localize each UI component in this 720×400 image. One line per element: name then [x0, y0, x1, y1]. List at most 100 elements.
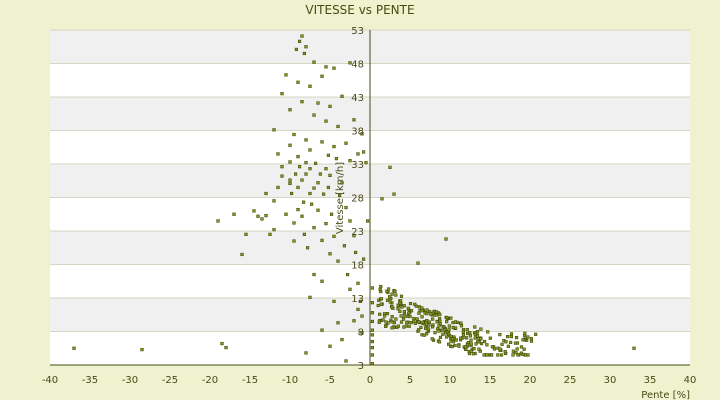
data-point	[451, 340, 455, 344]
data-point	[398, 301, 402, 305]
data-point	[453, 343, 457, 348]
data-point	[312, 226, 316, 230]
data-point	[454, 326, 458, 330]
data-point	[438, 312, 442, 316]
data-point	[289, 191, 294, 196]
data-point	[264, 213, 268, 218]
data-point	[370, 345, 375, 350]
data-point	[388, 165, 392, 169]
data-point	[296, 80, 300, 84]
data-point	[292, 132, 296, 137]
data-point	[479, 341, 484, 346]
data-point	[308, 295, 312, 299]
data-point	[305, 246, 310, 250]
data-point	[511, 353, 515, 357]
data-point	[472, 346, 476, 351]
data-point	[445, 320, 449, 324]
data-point	[302, 51, 307, 56]
y-tick-label: 23	[351, 227, 364, 238]
data-point	[522, 333, 527, 338]
data-point	[469, 338, 473, 342]
data-point	[385, 289, 389, 293]
data-point	[383, 324, 388, 328]
data-point	[140, 347, 144, 352]
data-point	[216, 219, 220, 223]
y-axis-label: Vitesse [km/h]	[335, 162, 346, 234]
data-point	[465, 328, 469, 332]
data-point	[385, 312, 390, 316]
data-point	[490, 353, 494, 357]
data-point	[312, 272, 316, 277]
data-point	[398, 309, 402, 313]
data-point	[288, 143, 292, 147]
data-point	[434, 313, 439, 317]
data-point	[370, 339, 375, 344]
data-point	[377, 320, 381, 324]
data-point	[438, 319, 442, 323]
data-point	[430, 337, 434, 341]
data-point	[416, 261, 420, 265]
data-point	[425, 312, 429, 316]
data-point	[473, 336, 477, 340]
data-point	[390, 292, 394, 296]
data-point	[401, 317, 406, 321]
data-point	[379, 302, 383, 306]
data-point	[461, 330, 465, 334]
data-point	[407, 324, 411, 328]
data-point	[388, 300, 392, 304]
data-point	[425, 308, 429, 312]
data-point	[244, 232, 248, 236]
data-point	[320, 140, 324, 144]
x-tick-label: 25	[564, 375, 577, 386]
data-point	[300, 214, 304, 218]
data-point	[421, 320, 425, 324]
data-point	[451, 337, 455, 341]
data-point	[336, 124, 340, 129]
data-point	[427, 323, 431, 327]
data-point	[383, 314, 387, 318]
data-point	[312, 186, 316, 190]
data-point	[320, 279, 324, 283]
data-point	[424, 326, 428, 330]
data-point	[419, 325, 423, 330]
data-point	[522, 347, 526, 351]
data-point	[385, 298, 390, 302]
data-point	[336, 259, 340, 263]
data-point	[320, 328, 324, 332]
data-point	[352, 319, 356, 323]
data-point	[632, 346, 636, 350]
data-point	[482, 353, 486, 357]
data-point	[378, 287, 382, 292]
data-point	[370, 301, 375, 305]
data-point	[474, 342, 478, 346]
data-point	[485, 353, 489, 357]
data-point	[449, 334, 453, 338]
data-point	[344, 205, 348, 210]
data-point	[318, 172, 323, 176]
data-point	[500, 342, 504, 346]
data-point	[313, 161, 318, 165]
data-point	[309, 202, 314, 206]
chart-title: VITESSE vs PENTE	[305, 3, 414, 17]
x-tick-label: 35	[644, 375, 657, 386]
data-point	[434, 310, 438, 314]
data-point	[300, 178, 304, 182]
data-point	[399, 299, 403, 303]
data-point	[370, 311, 375, 315]
data-point	[256, 214, 260, 218]
data-point	[316, 181, 320, 185]
data-point	[486, 330, 490, 334]
x-tick-label: 10	[444, 375, 457, 386]
data-point	[519, 345, 524, 349]
data-point	[348, 61, 352, 65]
data-point	[344, 141, 348, 145]
data-point	[361, 257, 366, 261]
data-point	[328, 173, 332, 177]
data-point	[445, 316, 449, 320]
data-point	[288, 181, 292, 186]
data-point	[413, 321, 417, 325]
data-point	[492, 347, 497, 351]
data-point	[392, 321, 396, 325]
